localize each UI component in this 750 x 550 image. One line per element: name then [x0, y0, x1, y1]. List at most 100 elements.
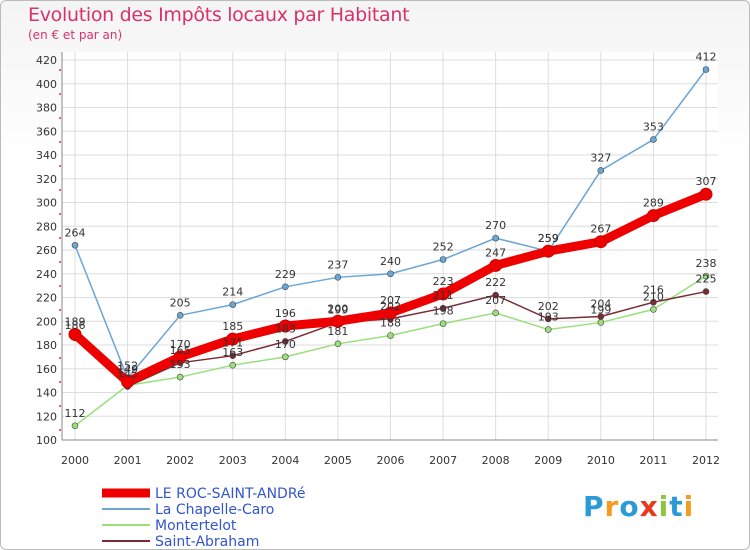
data-point	[176, 312, 184, 319]
data-point	[226, 332, 240, 346]
data-point	[71, 241, 79, 249]
value-label: 181	[327, 325, 348, 338]
value-label: 240	[380, 255, 401, 268]
data-point	[121, 375, 135, 389]
data-point	[282, 338, 289, 345]
legend-label: Montertelot	[155, 518, 237, 534]
value-label: 198	[433, 305, 454, 318]
data-point	[229, 361, 237, 369]
y-tick-label: 360	[36, 125, 57, 138]
data-point	[650, 136, 657, 143]
series-group	[68, 66, 713, 430]
data-point	[597, 319, 605, 326]
data-point	[646, 209, 660, 223]
value-label: 353	[643, 121, 664, 134]
value-label: 199	[590, 303, 611, 316]
value-label: 189	[65, 315, 86, 328]
value-label: 412	[696, 51, 717, 64]
x-tick-label: 2008	[482, 454, 510, 467]
data-point	[436, 287, 450, 301]
data-point	[173, 350, 187, 364]
value-labels: 189 149 170 185 196 200 207 223 247 259 267 289 307 2…	[65, 51, 717, 420]
data-point	[278, 319, 292, 333]
y-tick-label: 300	[36, 197, 57, 210]
value-label: 149	[117, 363, 138, 376]
data-point	[544, 315, 552, 323]
x-tick-label: 2000	[61, 454, 89, 467]
data-point	[492, 309, 499, 317]
legend-label: La Chapelle-Caro	[155, 502, 274, 518]
data-point	[229, 301, 237, 308]
value-label: 252	[433, 241, 454, 254]
data-point	[650, 306, 657, 313]
data-point	[544, 326, 552, 333]
value-label: 185	[222, 320, 243, 333]
data-point	[229, 352, 237, 359]
logo-letter: P	[583, 490, 605, 523]
data-point	[334, 340, 342, 348]
value-label: 223	[433, 275, 454, 288]
data-point	[282, 283, 289, 291]
y-tick-label: 200	[36, 315, 57, 328]
value-label: 211	[433, 289, 454, 302]
value-label: 267	[590, 223, 611, 236]
value-label: 214	[222, 286, 243, 299]
value-label: 188	[380, 317, 401, 330]
data-point	[702, 288, 710, 295]
value-label: 225	[696, 273, 717, 286]
y-tick-label: 340	[36, 149, 57, 162]
data-point	[492, 234, 499, 242]
data-point	[387, 332, 394, 339]
y-tick-label: 400	[36, 78, 57, 91]
value-label: 204	[590, 298, 611, 311]
value-label: 196	[275, 307, 296, 320]
value-label: 170	[170, 338, 191, 351]
x-tick-label: 2012	[692, 454, 720, 467]
logo-letter: x	[639, 490, 659, 523]
logo-letter: o	[619, 490, 640, 523]
data-point	[439, 320, 447, 327]
x-tick-label: 2006	[377, 454, 405, 467]
value-label: 205	[170, 296, 191, 309]
logo-letter: i	[658, 490, 670, 523]
data-point	[594, 235, 608, 249]
value-label: 237	[327, 258, 348, 271]
data-point	[541, 244, 555, 258]
x-tick-label: 2011	[639, 454, 667, 467]
data-point	[282, 353, 289, 361]
data-point	[331, 314, 345, 328]
value-label: 259	[538, 232, 559, 245]
value-label: 270	[485, 219, 506, 232]
legend-label: Saint-Abraham	[155, 534, 259, 550]
value-label: 216	[643, 283, 664, 296]
data-point	[492, 291, 499, 299]
data-point	[334, 274, 342, 281]
data-point	[68, 327, 82, 341]
value-label: 145	[117, 368, 138, 381]
value-label: 112	[65, 407, 86, 420]
value-label: 199	[327, 303, 348, 316]
x-tick-label: 2003	[219, 454, 247, 467]
value-label: 193	[538, 311, 559, 324]
y-tick-label: 120	[36, 410, 57, 423]
value-label: 170	[275, 338, 296, 351]
y-tick-label: 220	[36, 292, 57, 305]
x-tick-label: 2007	[429, 454, 457, 467]
data-point	[597, 167, 605, 174]
value-label: 152	[117, 359, 138, 372]
logo-letter: r	[604, 490, 620, 523]
data-point	[176, 373, 184, 381]
data-point	[387, 270, 394, 278]
chart-title: Evolution des Impôts locaux par Habitant	[28, 4, 410, 26]
y-tick-label: 280	[36, 220, 57, 233]
value-label: 207	[485, 294, 506, 307]
data-point	[597, 313, 605, 320]
value-label: 229	[275, 268, 296, 281]
value-label: 153	[170, 358, 191, 371]
data-point	[384, 306, 397, 320]
value-label: 165	[170, 344, 191, 357]
logo-letter: t	[669, 490, 684, 523]
data-point	[71, 422, 79, 430]
